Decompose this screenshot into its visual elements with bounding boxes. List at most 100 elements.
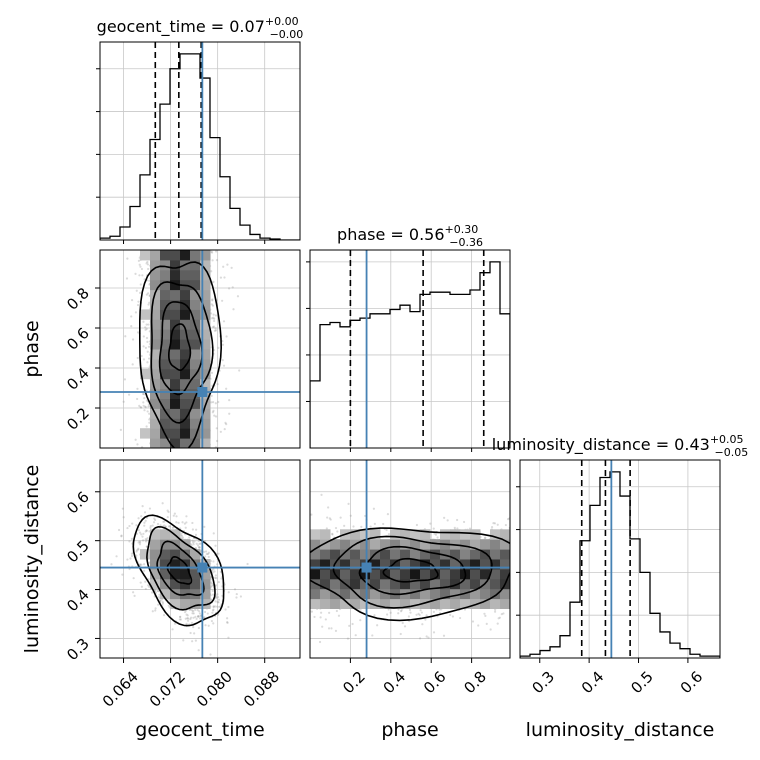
sample-point (211, 259, 214, 262)
density-cell (180, 319, 191, 330)
sample-point (348, 624, 351, 627)
sample-point (172, 514, 175, 517)
sample-point (139, 265, 142, 268)
sample-point (154, 607, 157, 610)
sample-point (142, 393, 146, 396)
title-plus: +0.30 (445, 223, 479, 236)
panel-geocent_time-luminosity_distance (99, 459, 301, 659)
sample-point (216, 595, 220, 599)
sample-point (179, 618, 182, 621)
sample-point (120, 535, 123, 538)
sample-point (127, 393, 131, 396)
sample-point (210, 582, 214, 585)
density-cell (170, 250, 181, 261)
sample-point (198, 542, 201, 545)
sample-point (400, 609, 403, 612)
sample-point (143, 409, 146, 412)
sample-point (125, 277, 129, 280)
sample-point (138, 531, 142, 534)
density-cell (150, 568, 161, 580)
sample-point (197, 615, 200, 618)
sample-point (203, 616, 206, 619)
sample-point (191, 528, 194, 531)
sample-point (136, 331, 140, 334)
sample-point (351, 622, 354, 626)
sample-point (151, 610, 154, 613)
sample-point (144, 540, 148, 543)
sample-point (162, 614, 166, 617)
sample-point (138, 540, 141, 543)
sample-point (188, 536, 191, 539)
sample-point (214, 595, 218, 599)
sample-point (186, 619, 190, 622)
density-cell (190, 349, 201, 360)
sample-point (147, 405, 150, 408)
density-cell (170, 559, 181, 570)
sample-point (233, 588, 237, 591)
sample-point (141, 535, 144, 538)
sample-point (397, 612, 400, 615)
density-cell (140, 309, 151, 320)
sample-point (146, 361, 149, 364)
sample-point (122, 400, 125, 403)
sample-point (139, 406, 142, 409)
sample-point (210, 598, 213, 601)
sample-point (147, 345, 151, 348)
density-cell (160, 408, 171, 419)
sample-point (140, 354, 143, 358)
density-cell (190, 309, 201, 320)
sample-point (175, 521, 178, 524)
density-cell (150, 299, 161, 310)
density-cell (180, 378, 191, 390)
sample-point (204, 555, 207, 558)
sample-point (163, 524, 166, 527)
density-cell (180, 329, 191, 340)
sample-point (140, 533, 143, 536)
density-cell (160, 438, 171, 448)
sample-point (449, 613, 452, 617)
density-cell (200, 378, 211, 390)
density-cell (200, 368, 211, 380)
sample-point (225, 335, 228, 338)
sample-point (211, 299, 214, 302)
sample-point (184, 526, 187, 529)
density-cell (200, 408, 211, 419)
title-plus: +0.00 (265, 15, 299, 28)
density-cell (190, 588, 201, 600)
sample-point (130, 537, 134, 540)
sample-point (145, 336, 149, 340)
title-text: luminosity_distance = 0.43 (492, 435, 710, 455)
sample-point (162, 520, 165, 523)
sample-point (203, 525, 206, 528)
sample-point (376, 624, 379, 627)
sample-point (193, 632, 196, 635)
sample-point (135, 524, 138, 527)
density-cell (150, 329, 161, 340)
density-cell (180, 388, 191, 399)
density-cell (170, 549, 181, 560)
sample-point (161, 602, 165, 605)
density-cell (190, 578, 201, 590)
sample-point (434, 533, 438, 536)
density-cell (200, 250, 211, 261)
density-cell (190, 299, 201, 310)
sample-point (148, 418, 151, 421)
sample-point (417, 612, 420, 615)
density-cell (160, 568, 171, 580)
density-cell (150, 438, 161, 448)
sample-point (214, 402, 217, 405)
sample-point (210, 251, 214, 254)
sample-point (135, 549, 139, 552)
sample-point (185, 622, 188, 625)
sample-point (143, 569, 146, 572)
sample-point (214, 600, 217, 603)
density-cell (160, 279, 171, 291)
sample-point (150, 591, 154, 594)
sample-point (212, 409, 215, 412)
contour-3 (167, 323, 192, 372)
density-cell (140, 368, 151, 380)
sample-point (373, 522, 376, 526)
density-cell (160, 339, 171, 350)
sample-point (139, 563, 142, 566)
sample-point (194, 608, 197, 612)
